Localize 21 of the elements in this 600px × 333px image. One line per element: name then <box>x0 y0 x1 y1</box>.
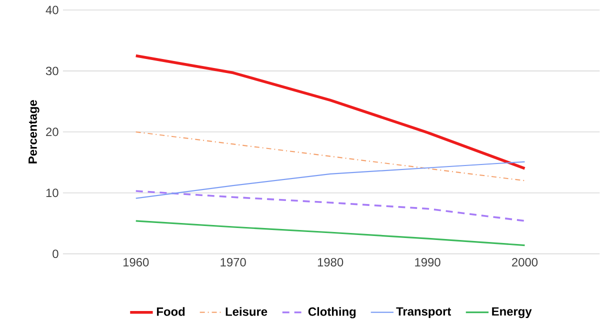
line-series <box>135 220 526 246</box>
line-series <box>135 131 526 182</box>
legend-label: Clothing <box>308 307 356 318</box>
y-tick-label: 30 <box>46 66 58 76</box>
y-tick-label: 40 <box>46 6 58 14</box>
y-tick-label: 20 <box>46 128 58 136</box>
legend-label: Energy <box>492 307 532 318</box>
y-tick-label: 10 <box>46 188 58 198</box>
x-tick-label: 2000 <box>512 258 538 267</box>
legend-label: Food <box>156 307 185 316</box>
y-axis-title: Percentage <box>28 100 40 164</box>
legend-label: Leisure <box>226 307 268 316</box>
line-series <box>134 190 526 222</box>
line-series <box>134 54 526 170</box>
x-tick-label: 1980 <box>318 258 344 267</box>
x-tick-label: 1970 <box>220 258 246 267</box>
legend-label: Transport <box>396 307 451 318</box>
x-tick-label: 1960 <box>123 258 149 267</box>
y-tick-label: 0 <box>52 250 58 258</box>
line-series <box>135 161 526 200</box>
x-tick-label: 1990 <box>415 258 440 267</box>
